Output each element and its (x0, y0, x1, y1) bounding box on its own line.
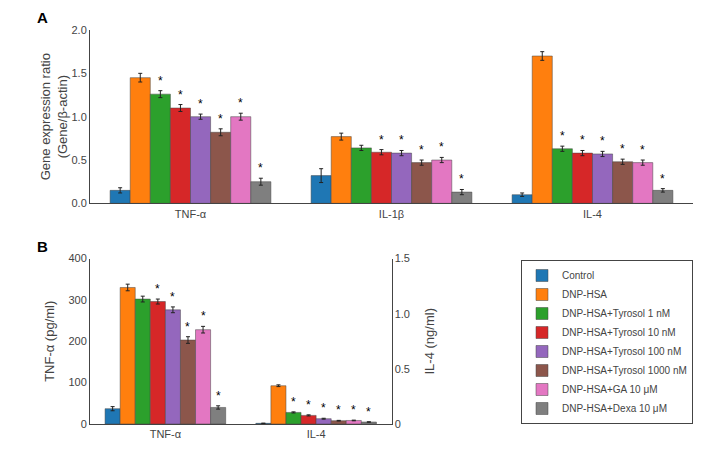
svg-text:*: * (216, 389, 221, 403)
svg-text:*: * (178, 88, 183, 102)
svg-text:IL-1β: IL-1β (379, 208, 404, 220)
svg-text:*: * (660, 172, 665, 186)
svg-text:IL-4: IL-4 (307, 428, 326, 440)
svg-text:TNF-α: TNF-α (150, 428, 182, 440)
svg-text:*: * (201, 309, 206, 323)
svg-text:100: 100 (68, 376, 86, 388)
svg-text:Gene expression ratio(Gene/β-a: Gene expression ratio(Gene/β-actin) (38, 53, 70, 180)
svg-text:*: * (218, 112, 223, 126)
svg-text:*: * (399, 133, 404, 147)
svg-text:Control: Control (562, 270, 594, 281)
svg-text:0.5: 0.5 (395, 363, 410, 375)
svg-text:*: * (258, 161, 263, 175)
svg-text:DNP-HSA+GA 10 μM: DNP-HSA+GA 10 μM (562, 384, 658, 395)
svg-text:DNP-HSA+Tyrosol 10 nM: DNP-HSA+Tyrosol 10 nM (562, 327, 676, 338)
svg-text:*: * (560, 129, 565, 143)
svg-text:*: * (198, 97, 203, 111)
svg-text:*: * (155, 282, 160, 296)
svg-text:*: * (620, 142, 625, 156)
svg-text:*: * (459, 172, 464, 186)
svg-text:0.5: 0.5 (72, 154, 87, 166)
svg-text:300: 300 (68, 294, 86, 306)
svg-text:2.0: 2.0 (72, 24, 87, 36)
svg-text:*: * (170, 290, 175, 304)
svg-text:200: 200 (68, 335, 86, 347)
svg-text:IL-4 (ng/ml): IL-4 (ng/ml) (422, 308, 437, 374)
svg-text:*: * (185, 320, 190, 334)
svg-text:1.5: 1.5 (395, 252, 410, 264)
svg-text:*: * (419, 143, 424, 157)
svg-text:*: * (336, 403, 341, 417)
svg-text:*: * (580, 133, 585, 147)
svg-text:B: B (37, 238, 48, 255)
svg-text:*: * (600, 134, 605, 148)
svg-text:1.0: 1.0 (395, 308, 410, 320)
svg-text:400: 400 (68, 252, 86, 264)
svg-text:*: * (351, 403, 356, 417)
svg-text:*: * (640, 143, 645, 157)
svg-text:A: A (37, 9, 48, 26)
svg-text:DNP-HSA+Tyrosol 100 nM: DNP-HSA+Tyrosol 100 nM (562, 346, 681, 357)
svg-text:*: * (291, 395, 296, 409)
svg-text:*: * (158, 74, 163, 88)
svg-text:*: * (238, 96, 243, 110)
svg-text:DNP-HSA: DNP-HSA (562, 289, 607, 300)
svg-text:*: * (379, 133, 384, 147)
svg-text:DNP-HSA+Dexa 10 μM: DNP-HSA+Dexa 10 μM (562, 403, 667, 414)
svg-text:1.5: 1.5 (72, 67, 87, 79)
svg-text:1.0: 1.0 (72, 111, 87, 123)
svg-text:0.0: 0.0 (72, 197, 87, 209)
svg-text:0: 0 (395, 418, 401, 430)
svg-text:DNP-HSA+Tyrosol 1 nM: DNP-HSA+Tyrosol 1 nM (562, 308, 670, 319)
svg-text:*: * (439, 140, 444, 154)
svg-text:DNP-HSA+Tyrosol 1000 nM: DNP-HSA+Tyrosol 1000 nM (562, 365, 687, 376)
svg-text:*: * (321, 401, 326, 415)
svg-text:TNF-α: TNF-α (175, 208, 207, 220)
svg-text:IL-4: IL-4 (583, 208, 602, 220)
svg-text:TNF-α (pg/ml): TNF-α (pg/ml) (42, 301, 57, 382)
svg-text:*: * (306, 398, 311, 412)
svg-text:0: 0 (81, 418, 87, 430)
svg-text:*: * (366, 405, 371, 419)
